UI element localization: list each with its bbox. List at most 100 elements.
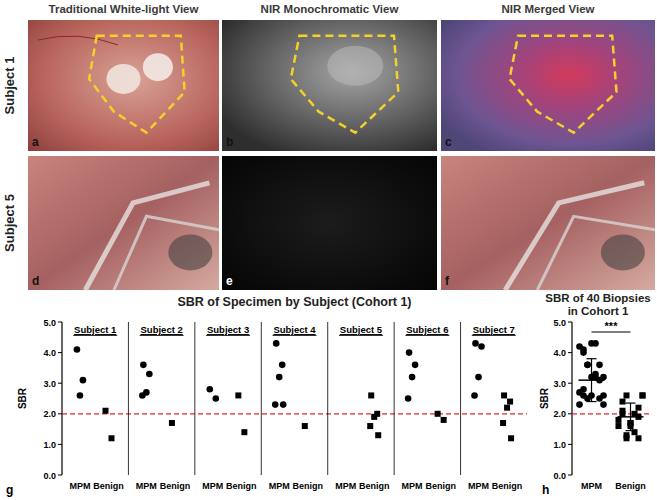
- panel-letter: c: [445, 135, 452, 149]
- point: [405, 395, 412, 402]
- group-underline: [472, 335, 516, 336]
- x-tick-label: Benign: [293, 481, 324, 491]
- x-tick-label: Benign: [615, 481, 646, 491]
- error-cap: [587, 401, 597, 402]
- error-cap: [626, 430, 636, 431]
- vessel: [38, 36, 118, 45]
- column-title: Traditional White-light View: [49, 3, 199, 15]
- point: [624, 392, 630, 398]
- y-tick-label: 3.0: [553, 379, 566, 389]
- point: [508, 435, 514, 441]
- point: [302, 423, 308, 429]
- point: [576, 401, 583, 408]
- figure: Traditional White-light View NIR Monochro…: [0, 0, 657, 500]
- point: [109, 435, 115, 441]
- x-tick-label: MPM: [202, 481, 223, 491]
- point: [472, 340, 479, 347]
- panel-letter: e: [226, 274, 233, 288]
- glow: [327, 46, 383, 86]
- y-tick: [58, 444, 62, 445]
- panel-letter: h: [542, 483, 549, 497]
- chart-title: SBR of 40 Biopsiesin Cohort 1: [545, 292, 650, 317]
- group-underline: [140, 335, 184, 336]
- group-label: Subject 1: [74, 324, 117, 335]
- y-tick: [568, 444, 572, 445]
- point: [600, 401, 607, 408]
- error-bar: [587, 359, 597, 402]
- error-cap: [626, 402, 636, 403]
- point: [640, 392, 646, 398]
- y-axis-label: SBR: [17, 387, 28, 409]
- x-tick-label: MPM: [136, 481, 157, 491]
- point: [272, 401, 279, 408]
- y-tick: [58, 322, 62, 323]
- point: [273, 340, 280, 347]
- y-tick: [58, 352, 62, 353]
- point: [507, 399, 513, 405]
- error-stem: [591, 359, 592, 402]
- point: [624, 435, 630, 441]
- point: [279, 362, 286, 369]
- y-tick-label: 5.0: [553, 318, 566, 328]
- point: [592, 340, 599, 347]
- group-underline: [339, 335, 383, 336]
- photo: [28, 156, 219, 290]
- point: [280, 401, 287, 408]
- x-tick-label: Benign: [492, 481, 523, 491]
- point: [580, 349, 587, 356]
- point: [640, 392, 646, 398]
- panel-letter: g: [6, 483, 13, 497]
- point: [636, 405, 642, 411]
- tissue: [505, 183, 644, 290]
- instrument: [168, 234, 212, 270]
- point: [206, 386, 213, 393]
- point: [212, 395, 219, 402]
- point: [241, 429, 247, 435]
- point: [375, 432, 381, 438]
- point: [169, 420, 175, 426]
- group-underline: [73, 335, 117, 336]
- point: [584, 362, 591, 369]
- nodule: [143, 53, 173, 81]
- y-tick: [568, 413, 572, 414]
- x-tick-label: MPM: [402, 481, 423, 491]
- point: [576, 343, 583, 350]
- point: [435, 411, 441, 417]
- nodule: [107, 64, 141, 94]
- point: [77, 392, 84, 399]
- error-bar: [626, 403, 636, 431]
- error-stem: [630, 403, 631, 431]
- point: [504, 405, 510, 411]
- photo-panel: [441, 20, 655, 151]
- row-label: Subject 5: [2, 194, 17, 252]
- y-axis: [571, 322, 572, 475]
- photo: [222, 20, 437, 151]
- point: [580, 386, 587, 393]
- x-tick-label: Benign: [226, 481, 257, 491]
- point: [235, 392, 241, 398]
- y-tick-label: 1.0: [553, 440, 566, 450]
- column-title: NIR Merged View: [501, 3, 594, 15]
- group-divider: [460, 322, 461, 475]
- x-tick-label: Benign: [93, 481, 124, 491]
- tissue: [114, 216, 219, 290]
- point: [475, 374, 482, 381]
- point: [371, 414, 377, 420]
- point: [632, 411, 638, 417]
- group-label: Subject 5: [340, 324, 383, 335]
- photo: [441, 20, 655, 151]
- y-tick-label: 1.0: [43, 440, 56, 450]
- group-divider: [394, 322, 395, 475]
- chart-title: SBR of Specimen by Subject (Cohort 1): [177, 295, 411, 309]
- tissue: [537, 216, 655, 290]
- column-title: NIR Monochromatic View: [261, 3, 399, 15]
- plot-area: [62, 340, 527, 441]
- x-tick-label: Benign: [359, 481, 390, 491]
- group-label: Subject 7: [473, 324, 515, 335]
- y-tick: [58, 413, 62, 414]
- panel-letter: d: [32, 274, 39, 288]
- y-tick-label: 0.0: [553, 471, 566, 481]
- y-axis-label: SBR: [539, 387, 550, 409]
- error-cap: [587, 358, 597, 359]
- point: [368, 392, 374, 398]
